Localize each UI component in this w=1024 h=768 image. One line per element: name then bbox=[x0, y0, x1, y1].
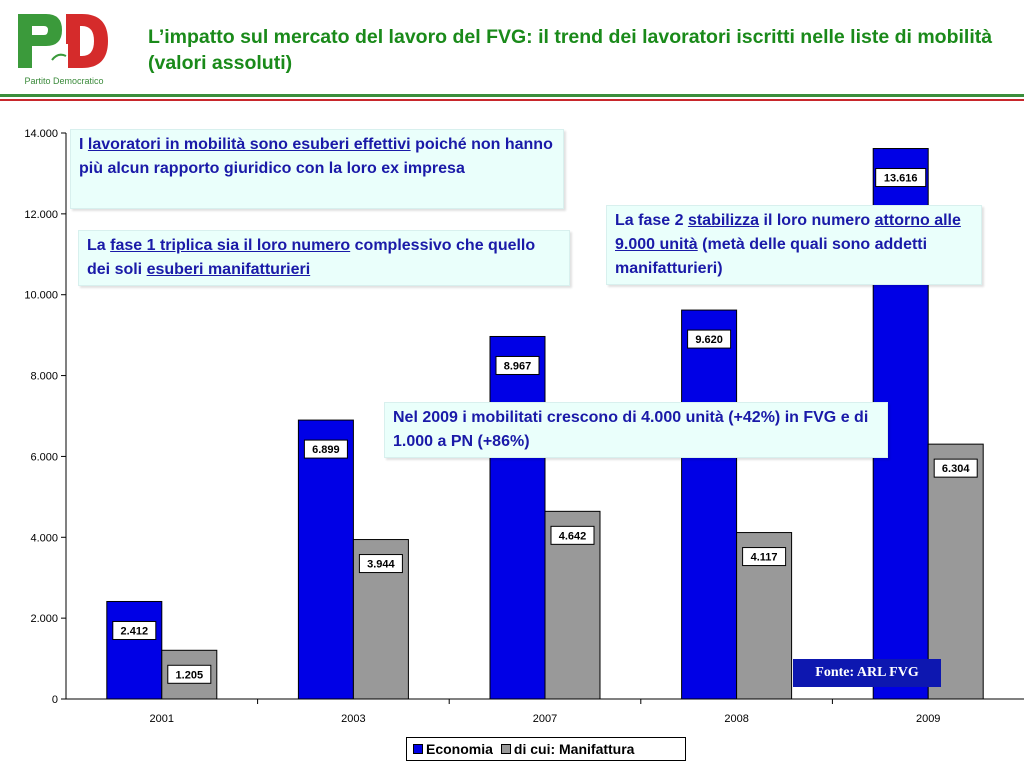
data-label-box-economia-2007 bbox=[495, 355, 540, 375]
bar-economia-2003 bbox=[297, 419, 354, 700]
pd-logo-icon bbox=[18, 14, 108, 68]
data-label-manifattura-2009: 6.304 bbox=[942, 463, 970, 475]
note3-prefix: La fase 2 bbox=[615, 212, 688, 229]
y-tick-label: 14.000 bbox=[24, 128, 58, 140]
y-tick-label: 6.000 bbox=[30, 451, 58, 463]
data-label-economia-2008: 9.620 bbox=[695, 334, 723, 346]
note3-middle: il loro numero bbox=[759, 212, 875, 229]
logo-text: Partito Democratico bbox=[24, 76, 104, 86]
note1-underlined: lavoratori in mobilità sono esuberi effe… bbox=[87, 136, 411, 153]
x-tick-label-2008: 2008 bbox=[724, 713, 748, 725]
y-tick-label: 4.000 bbox=[30, 532, 58, 544]
bar-economia-2008 bbox=[681, 309, 738, 700]
data-label-box-economia-2001 bbox=[112, 620, 157, 640]
x-tick-label-2007: 2007 bbox=[533, 713, 557, 725]
data-label-economia-2001: 2.412 bbox=[121, 625, 149, 637]
data-label-box-manifattura-2007 bbox=[550, 525, 595, 545]
note3-suffix: (metà delle quali sono addetti manifattu… bbox=[615, 236, 928, 277]
data-label-box-manifattura-2008 bbox=[742, 547, 787, 567]
x-tick-label-2001: 2001 bbox=[150, 713, 174, 725]
data-label-box-manifattura-2001 bbox=[167, 664, 212, 684]
y-tick-label: 0 bbox=[52, 694, 58, 706]
legend-item-economia: Economia bbox=[413, 741, 493, 757]
note2-prefix: La bbox=[87, 237, 111, 254]
chart-labels: 2.412 1.205 6.899 3.944 8.967 4.642 9.620 4.117… bbox=[112, 168, 978, 684]
page-title: L’impatto sul mercato del lavoro del FVG… bbox=[148, 26, 993, 74]
note-fase-2: La fase 2 stabilizza il loro numero atto… bbox=[606, 205, 982, 285]
note-2009: Nel 2009 i mobilitati crescono di 4.000 … bbox=[384, 402, 888, 458]
y-tick-label: 2.000 bbox=[30, 613, 58, 625]
bar-manifattura-2009 bbox=[927, 443, 984, 700]
note2-middle: complessivo che quello dei soli bbox=[87, 237, 536, 278]
source-label: Fonte: ARL FVG bbox=[793, 659, 941, 687]
header-rule-green bbox=[0, 94, 1024, 97]
data-label-manifattura-2008: 4.117 bbox=[751, 552, 778, 564]
x-tick-label-2009: 2009 bbox=[916, 713, 940, 725]
data-label-manifattura-2001: 1.205 bbox=[176, 669, 204, 681]
data-label-box-manifattura-2009 bbox=[933, 458, 978, 478]
note1-suffix: poiché non hanno più alcun rapporto giur… bbox=[79, 136, 553, 177]
note-esuberi-effettivi: I lavoratori in mobilità sono esuberi ef… bbox=[70, 129, 564, 209]
data-label-manifattura-2007: 4.642 bbox=[559, 530, 587, 542]
data-label-economia-2007: 8.967 bbox=[504, 360, 532, 372]
chart-bars bbox=[106, 148, 984, 700]
bar-economia-2001 bbox=[106, 600, 163, 700]
pd-logo: Partito Democratico bbox=[12, 8, 112, 88]
note3-underlined1: stabilizza bbox=[687, 212, 760, 229]
data-label-box-economia-2003 bbox=[303, 439, 348, 459]
note2-underlined2: esuberi manifatturieri bbox=[146, 261, 311, 278]
legend-label-economia: Economia bbox=[426, 741, 493, 757]
legend-swatch-economia bbox=[413, 744, 423, 754]
legend-label-manifattura: di cui: Manifattura bbox=[513, 741, 635, 757]
data-label-economia-2009: 13.616 bbox=[884, 173, 918, 185]
note3-underlined2: attorno alle 9.000 unità bbox=[615, 212, 961, 253]
note-fase-1: La fase 1 triplica sia il loro numero co… bbox=[78, 230, 570, 286]
y-tick-label: 12.000 bbox=[24, 209, 58, 221]
y-tick-label: 8.000 bbox=[30, 371, 58, 383]
bar-economia-2007 bbox=[489, 335, 546, 700]
note2-underlined1: fase 1 triplica sia il loro numero bbox=[110, 237, 351, 254]
legend-item-manifattura: di cui: Manifattura bbox=[500, 741, 635, 757]
legend-swatch-manifattura bbox=[500, 744, 511, 754]
data-label-economia-2003: 6.899 bbox=[312, 444, 340, 456]
note1-prefix: I bbox=[79, 136, 88, 153]
data-label-box-economia-2009 bbox=[875, 168, 927, 188]
x-tick-label-2003: 2003 bbox=[341, 713, 365, 725]
y-tick-label: 10.000 bbox=[24, 290, 58, 302]
chart-legend: Economia di cui: Manifattura bbox=[406, 737, 686, 761]
header-rule-red bbox=[0, 99, 1024, 101]
data-label-box-economia-2008 bbox=[687, 329, 732, 349]
data-label-manifattura-2003: 3.944 bbox=[367, 559, 395, 571]
data-label-box-manifattura-2003 bbox=[358, 554, 403, 574]
chart-axes: 0 2.000 4.000 6.000 8.000 10.000 12.000 14.000 2… bbox=[24, 128, 1024, 725]
bar-chart: 0 2.000 4.000 6.000 8.000 10.000 12.000 14.000 2… bbox=[24, 128, 1024, 725]
